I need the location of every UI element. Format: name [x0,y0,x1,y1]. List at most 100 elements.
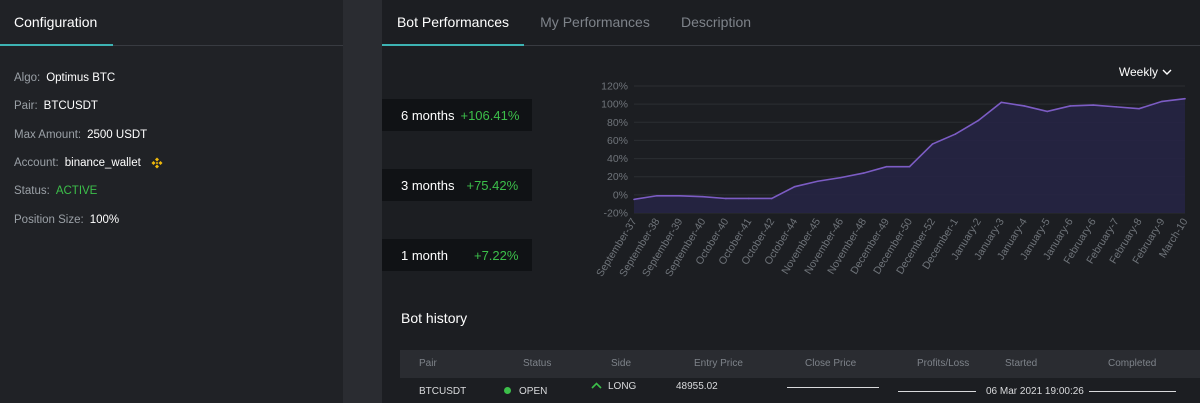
y-tick-label: 40% [607,153,628,165]
performance-period: 1 month [401,247,448,263]
performance-value: +75.42% [466,177,519,193]
data-point [908,165,911,168]
chevron-down-icon [1162,69,1172,75]
data-point [1092,104,1094,106]
data-point [1161,100,1163,103]
table-row[interactable]: BTCUSDT OPEN LONG 48955.02 06 Mar 2021 1… [400,378,1200,403]
config-row-status: Status: ACTIVE [0,177,343,205]
y-tick-label: 0% [613,189,628,201]
config-row-max-amount: Max Amount: 2500 USDT [0,121,343,149]
configuration-header: Configuration [0,0,343,46]
config-value: BTCUSDT [43,100,98,113]
data-point [770,197,773,200]
history-table-header: Pair Status Side Entry Price Close Price… [400,350,1200,378]
configuration-list: Algo: Optimus BTC Pair: BTCUSDT Max Amou… [0,46,343,234]
data-point [747,197,750,200]
column-header-side: Side [611,358,632,369]
data-point [1069,105,1072,107]
y-tick-label: 60% [607,135,628,147]
data-point [885,165,888,168]
profits-loss-empty [898,391,976,392]
panel-divider [343,0,382,403]
data-point [931,143,934,145]
data-point [793,185,796,188]
tab-configuration[interactable]: Configuration [0,0,113,46]
y-tick-label: -20% [603,208,628,220]
period-select-label: Weekly [1118,65,1158,79]
side-text: LONG [608,381,637,392]
config-row-account: Account: binance_wallet [0,149,343,177]
configuration-panel: Configuration Algo: Optimus BTC Pair: BT… [0,0,343,403]
cell-pair: BTCUSDT [419,386,467,397]
config-key: Status: [14,185,50,198]
tab-bar: Bot Performances My Performances Descrip… [382,0,1200,46]
config-value: Optimus BTC [46,72,116,85]
data-point [1115,106,1117,108]
column-header-entry-price: Entry Price [694,358,743,369]
cell-started: 06 Mar 2021 19:00:26 [986,386,1084,397]
series-area [634,98,1185,213]
data-point [702,195,704,198]
data-point [816,180,819,183]
performance-chart: -20%0%20%40%60%80%100%120%September-37Se… [594,81,1191,280]
tab-bot-performances[interactable]: Bot Performances [382,0,524,46]
config-key: Algo: [14,72,41,85]
data-point [1138,107,1140,110]
config-row-position-size: Position Size: 100% [0,205,343,233]
column-header-profits-loss: Profits/Loss [917,358,970,369]
config-key: Position Size: [14,213,84,226]
config-value: binance_wallet [64,157,141,170]
column-header-completed: Completed [1108,358,1157,369]
close-price-empty [787,387,879,388]
data-point [725,197,727,200]
performance-period: 6 months [401,107,455,123]
config-row-pair: Pair: BTCUSDT [0,92,343,120]
binance-icon [151,157,163,169]
config-key: Max Amount: [14,128,82,141]
period-select[interactable]: Weekly [1119,65,1172,79]
y-tick-label: 120% [601,81,628,93]
tab-my-performances[interactable]: My Performances [540,14,650,30]
chevron-up-icon [591,382,602,389]
config-key: Pair: [14,100,38,113]
data-point [954,133,957,135]
cell-status: OPEN [504,378,547,403]
data-point [633,198,635,201]
completed-empty [1089,391,1176,392]
data-point [1184,97,1186,100]
y-tick-label: 20% [607,171,628,183]
performance-value: +7.22% [473,247,519,263]
performance-1-month: 1 month +7.22% [382,239,532,271]
data-point [679,194,681,197]
performance-value: +106.41% [460,107,520,123]
performance-period: 3 months [401,177,455,193]
column-header-close-price: Close Price [805,358,857,369]
config-value: 2500 USDT [87,128,148,141]
tab-description[interactable]: Description [680,14,752,30]
cell-side: LONG [591,373,636,401]
status-text: OPEN [519,386,548,397]
data-point [839,176,842,179]
data-point [1000,101,1003,104]
data-point [862,172,865,174]
config-value: 100% [89,213,120,226]
data-point [977,119,980,122]
bot-history-title: Bot history [401,310,468,326]
data-point [1023,105,1026,107]
column-header-pair: Pair [419,358,437,369]
status-dot-icon [504,386,511,394]
cell-entry-price: 48955.02 [676,381,718,392]
data-point [656,194,658,197]
column-header-started: Started [1005,358,1038,369]
y-tick-label: 80% [607,117,628,129]
config-row-algo: Algo: Optimus BTC [0,64,343,92]
column-header-status: Status [523,358,552,369]
y-tick-label: 100% [601,99,628,111]
performance-6-months: 6 months +106.41% [382,99,532,131]
data-point [1046,110,1049,113]
performance-3-months: 3 months +75.42% [382,169,532,201]
main-panel: Bot Performances My Performances Descrip… [382,0,1200,403]
status-badge: ACTIVE [55,185,98,198]
config-key: Account: [14,157,59,170]
